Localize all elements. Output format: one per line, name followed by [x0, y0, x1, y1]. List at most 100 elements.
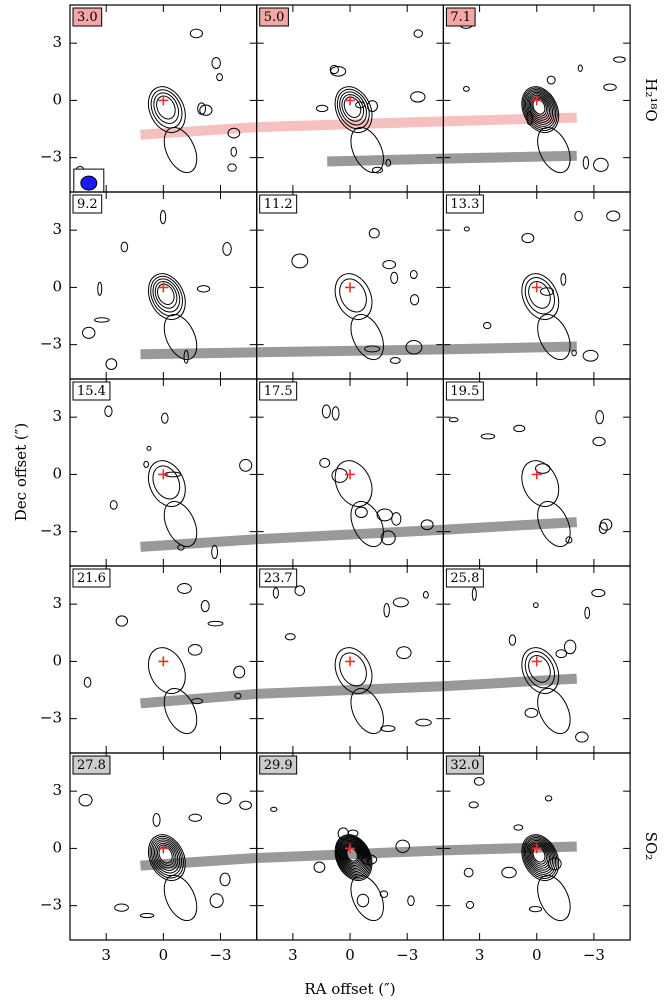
- contour: [508, 634, 517, 646]
- contour: [531, 845, 547, 865]
- contour: [465, 900, 475, 909]
- contour: [350, 687, 384, 735]
- panel-label: 21.6: [77, 571, 106, 586]
- contour: [389, 357, 401, 364]
- contour: [546, 75, 556, 85]
- contour: [189, 28, 203, 39]
- contour: [334, 460, 373, 507]
- y-tick-label: 0: [52, 277, 62, 295]
- contour: [364, 345, 381, 353]
- contour: [524, 707, 539, 718]
- panel: [256, 29, 444, 174]
- contour: [525, 838, 555, 875]
- panel-label: 27.8: [77, 758, 106, 773]
- contour: [340, 841, 365, 871]
- contour: [157, 844, 175, 866]
- contour: [528, 280, 551, 309]
- panel-label-box: [445, 381, 484, 401]
- contour: [147, 647, 186, 694]
- source-marker: [345, 843, 356, 854]
- contour: [315, 104, 329, 113]
- panel-label: 23.7: [264, 571, 293, 586]
- contour: [227, 163, 237, 172]
- band: [256, 116, 444, 133]
- contour: [524, 651, 555, 689]
- band: [256, 344, 444, 358]
- contour: [336, 836, 371, 878]
- contour: [331, 406, 340, 421]
- source-marker: [531, 469, 542, 480]
- band: [256, 681, 444, 699]
- y-tick-label: 0: [52, 838, 62, 856]
- contour: [97, 281, 103, 296]
- contour: [413, 29, 423, 38]
- contour: [382, 259, 397, 270]
- panel-label-box: [72, 7, 103, 27]
- y-tick-label: 3: [52, 781, 62, 799]
- contour: [343, 844, 362, 866]
- panel-label: 19.5: [450, 384, 479, 399]
- contour: [338, 838, 369, 875]
- y-tick-label: 0: [52, 90, 62, 108]
- contour: [334, 86, 373, 133]
- panel-label: 9.2: [77, 197, 98, 212]
- contour: [380, 530, 396, 546]
- contour: [613, 56, 626, 63]
- source-marker: [531, 282, 542, 293]
- contour: [606, 210, 621, 222]
- panel: [443, 210, 621, 362]
- contour: [139, 913, 155, 919]
- source-marker: [531, 843, 542, 854]
- contour: [83, 676, 92, 688]
- contour: [188, 813, 203, 822]
- contour: [150, 837, 183, 876]
- contour: [420, 519, 434, 531]
- contour: [163, 126, 198, 174]
- contour: [339, 278, 367, 313]
- source-marker: [158, 656, 169, 667]
- contour: [527, 841, 552, 871]
- contour: [191, 698, 204, 705]
- contour: [350, 500, 384, 548]
- contour: [584, 606, 591, 620]
- contour: [340, 840, 366, 872]
- contour: [415, 718, 432, 727]
- contour: [376, 508, 394, 522]
- contour: [371, 166, 384, 174]
- contour: [528, 906, 543, 913]
- contour: [521, 273, 560, 320]
- contour: [603, 83, 617, 92]
- panel: [104, 405, 257, 560]
- y-tick-label: −3: [40, 522, 62, 540]
- panel-label-box: [72, 568, 111, 588]
- contour: [163, 874, 198, 922]
- contour: [463, 867, 474, 878]
- band: [327, 153, 444, 167]
- contour: [93, 317, 110, 323]
- panel: [256, 585, 444, 735]
- contour: [222, 241, 232, 256]
- contour: [270, 806, 278, 813]
- contour: [544, 795, 553, 802]
- beam: [80, 175, 98, 191]
- contour: [115, 615, 129, 627]
- contour: [152, 465, 181, 500]
- contour: [396, 646, 412, 660]
- y-axis-label: Dec offset (″): [12, 423, 30, 521]
- contour: [153, 841, 179, 871]
- panel: [83, 583, 257, 735]
- band: [140, 852, 257, 871]
- contour: [591, 588, 606, 598]
- contour: [547, 857, 562, 871]
- contour: [177, 583, 192, 594]
- panel-label: 11.2: [264, 197, 293, 212]
- contour: [154, 280, 178, 309]
- source-marker: [531, 95, 542, 106]
- contour: [155, 842, 177, 869]
- contour: [462, 85, 470, 92]
- contour: [539, 287, 555, 296]
- contour: [157, 283, 175, 305]
- contour: [555, 649, 567, 659]
- contour: [344, 845, 361, 865]
